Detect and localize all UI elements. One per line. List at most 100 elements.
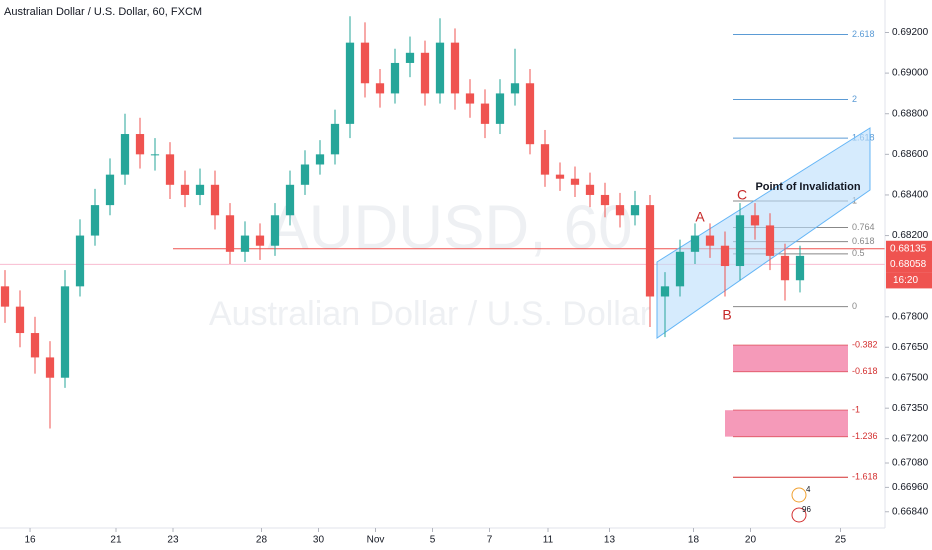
x-tick-label: 11	[543, 535, 554, 546]
x-tick-label: 16	[24, 535, 36, 546]
y-tick-label: 0.68800	[892, 108, 929, 119]
candle-body	[660, 286, 670, 297]
x-tick-label: 20	[745, 535, 757, 546]
candle-body	[315, 154, 325, 165]
fib-label: -0.382	[852, 340, 878, 350]
candle-body	[705, 235, 715, 246]
candle-body	[645, 205, 655, 297]
candle-body	[360, 42, 370, 84]
candle-body	[555, 174, 565, 179]
price-tag-label: 0.68058	[890, 259, 927, 270]
candle-body	[30, 333, 40, 358]
y-tick-label: 0.66960	[892, 482, 929, 493]
y-tick-label: 0.67500	[892, 372, 929, 383]
x-tick-label: 18	[688, 535, 700, 546]
candle-body	[300, 164, 310, 185]
fib-label: -1.236	[852, 431, 878, 441]
candle-body	[15, 306, 25, 334]
y-tick-label: 0.68600	[892, 149, 929, 160]
y-tick-label: 0.68400	[892, 190, 929, 201]
candle-body	[90, 205, 100, 236]
candle-body	[0, 286, 10, 307]
y-tick-label: 0.69000	[892, 68, 929, 79]
countdown-box	[886, 272, 932, 289]
y-tick-label: 0.67350	[892, 403, 929, 414]
candle-body	[330, 123, 340, 155]
x-tick-label: 23	[167, 535, 179, 546]
candle-body	[225, 215, 235, 252]
x-tick-label: 5	[430, 535, 436, 546]
candle-body	[120, 134, 130, 175]
event-count: 4	[806, 485, 811, 494]
candles	[0, 16, 805, 429]
fib-label: 0.618	[852, 236, 875, 246]
candle-body	[135, 134, 145, 155]
candle-body	[435, 42, 445, 94]
y-tick-label: 0.67800	[892, 311, 929, 322]
fib-label: 2	[852, 94, 857, 104]
candle-body	[255, 235, 265, 246]
price-tag-label: 0.68135	[890, 243, 927, 254]
candle-body	[60, 286, 70, 378]
candle-body	[750, 215, 760, 226]
candle-body	[210, 184, 220, 216]
x-tick-label: 13	[604, 535, 616, 546]
candle-body	[795, 255, 805, 281]
chart-title: Australian Dollar / U.S. Dollar, 60, FXC…	[4, 6, 202, 18]
candle-body	[720, 245, 730, 267]
x-tick-label: Nov	[367, 535, 385, 546]
candle-body	[690, 235, 700, 252]
event-icon[interactable]	[791, 487, 807, 503]
wave-label: B	[722, 307, 731, 323]
price-tag	[886, 256, 932, 273]
candle-body	[495, 93, 505, 124]
candle-body	[585, 184, 595, 195]
candle-body	[390, 62, 400, 94]
candle-body	[570, 178, 580, 185]
candle-body	[75, 235, 85, 287]
fib-label: -1	[852, 405, 860, 415]
fib-label: 0.764	[852, 222, 875, 232]
candle-body	[420, 52, 430, 94]
annotation: Point of Invalidation	[755, 181, 860, 193]
candle-body	[450, 42, 460, 94]
watermark: AUDUSD, 60	[267, 193, 632, 262]
candle-body	[105, 174, 115, 206]
y-tick-label: 0.67200	[892, 433, 929, 444]
fib-label: -0.618	[852, 366, 878, 376]
candle-body	[765, 225, 775, 256]
watermark-subtitle: Australian Dollar / U.S. Dollar	[209, 295, 651, 333]
candle-body	[240, 235, 250, 252]
y-tick-label: 0.68200	[892, 230, 929, 241]
candle-body	[600, 194, 610, 206]
candle-body	[675, 251, 685, 287]
candle-body	[780, 255, 790, 281]
y-tick-label: 0.67650	[892, 342, 929, 353]
candle-body	[195, 184, 205, 195]
fib-label: -1.618	[852, 472, 878, 482]
target-zone	[725, 410, 848, 437]
candle-body	[735, 215, 745, 267]
y-tick-label: 0.67080	[892, 458, 929, 469]
candle-body	[345, 42, 355, 124]
candle-body	[465, 93, 475, 104]
x-tick-label: 21	[110, 535, 122, 546]
x-tick-label: 25	[835, 535, 847, 546]
candle-body	[165, 154, 175, 185]
x-tick-label: 7	[487, 535, 493, 546]
x-tick-label: 28	[256, 535, 268, 546]
candle-body	[525, 83, 535, 145]
candle-body	[630, 205, 640, 216]
event-icon[interactable]	[791, 507, 807, 523]
candle-body	[180, 184, 190, 195]
candle-body	[375, 83, 385, 94]
candle-body	[540, 144, 550, 175]
event-count: 96	[802, 505, 811, 514]
candle-body	[405, 52, 415, 63]
y-tick-label: 0.66840	[892, 506, 929, 517]
fib-label: 0	[852, 301, 857, 311]
candle-body	[150, 154, 160, 156]
y-tick-label: 0.69200	[892, 27, 929, 38]
